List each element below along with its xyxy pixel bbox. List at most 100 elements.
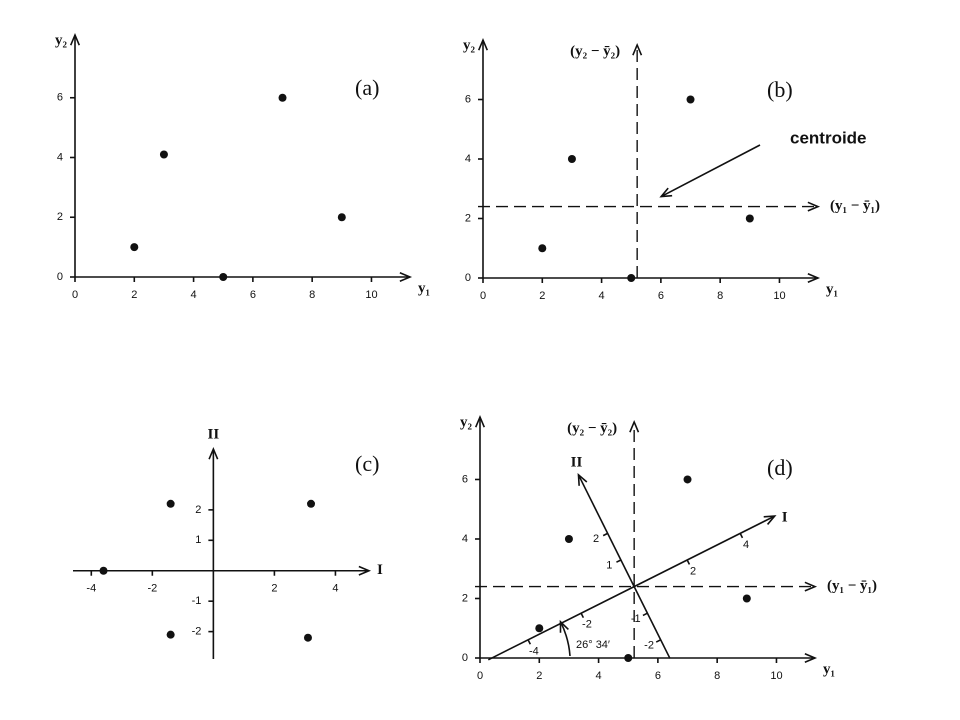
rotated-tick-label: 2	[690, 566, 696, 578]
centered-y-arrow	[632, 42, 643, 56]
rotated-axis	[577, 474, 671, 659]
rotated-axis-arrow	[577, 472, 588, 486]
x-tick-label: 0	[72, 289, 78, 301]
x-tick-label: 0	[477, 670, 483, 682]
panel-label: (c)	[355, 451, 379, 476]
y-axis-arrow	[474, 414, 486, 428]
rotated-tick	[527, 639, 532, 645]
point	[567, 155, 576, 163]
point	[278, 93, 287, 102]
x-tick-label: 2	[536, 670, 542, 682]
rotated-tick	[616, 559, 622, 563]
y-tick-label: 6	[57, 92, 63, 104]
angle-arc-arrow	[559, 619, 569, 633]
y-tick-label: 2	[462, 592, 468, 604]
rotated-tick	[602, 532, 608, 537]
x-tick-label: 4	[332, 583, 338, 595]
x-tick-label: 4	[596, 670, 602, 682]
point	[624, 654, 633, 662]
y-tick-label: 6	[465, 93, 471, 105]
x-axis-title: I	[377, 562, 383, 578]
centered-x-label: (y₁ − ȳ₁)	[827, 578, 877, 594]
x-tick-label: 2	[271, 583, 277, 595]
point	[303, 633, 312, 642]
x-axis-title: y₁	[418, 280, 430, 296]
centered-y-arrow	[629, 419, 640, 433]
centered-x-arrow	[807, 201, 821, 212]
centered-y-label: (y₂ − ȳ₂)	[567, 420, 617, 436]
rotated-axis-name: I	[782, 510, 788, 526]
x-tick-label: -2	[147, 583, 157, 595]
x-tick-label: 8	[309, 289, 315, 301]
x-tick-label: 8	[717, 290, 723, 302]
point	[159, 150, 168, 159]
angle-label: 26° 34′	[576, 639, 610, 651]
rotated-tick	[686, 559, 691, 565]
y-tick-label: 2	[195, 504, 201, 516]
x-tick-label: -4	[86, 583, 96, 595]
y-axis-arrow	[208, 446, 219, 460]
point	[535, 624, 544, 633]
x-tick-label: 2	[539, 290, 545, 302]
x-tick-label: 4	[599, 290, 605, 302]
y-tick-label: -2	[192, 626, 202, 638]
x-tick-label: 0	[480, 290, 486, 302]
point	[564, 534, 573, 543]
y-axis-title: II	[208, 426, 220, 442]
y-tick-label: -1	[192, 595, 202, 607]
x-tick-label: 6	[250, 289, 256, 301]
point	[686, 95, 695, 104]
y-tick-label: 4	[462, 533, 468, 545]
point	[99, 566, 108, 575]
x-tick-label: 6	[658, 290, 664, 302]
point	[742, 594, 751, 603]
x-axis-title: y₁	[826, 281, 838, 297]
x-axis-arrow	[358, 565, 372, 576]
rotated-tick	[642, 612, 648, 617]
annotation-arrow	[660, 144, 761, 198]
x-axis-arrow	[804, 652, 818, 664]
y-axis-title: y₂	[460, 414, 473, 430]
y-tick-label: 1	[195, 534, 201, 546]
y-tick-label: 2	[465, 212, 471, 224]
centered-x-label: (y₁ − ȳ₁)	[830, 198, 880, 214]
x-axis-arrow	[399, 271, 413, 283]
x-tick-label: 2	[131, 289, 137, 301]
rotated-tick	[655, 639, 662, 643]
centered-x-arrow	[804, 581, 818, 592]
x-tick-label: 4	[191, 289, 197, 301]
rotated-tick	[739, 533, 744, 539]
point	[166, 630, 175, 639]
y-tick-label: 0	[465, 272, 471, 284]
y-axis-arrow	[477, 37, 489, 51]
y-axis-arrow	[69, 32, 81, 46]
rotated-axis	[487, 515, 776, 661]
x-tick-label: 10	[773, 290, 785, 302]
rotated-tick-label: -4	[529, 645, 539, 657]
x-tick-label: 10	[770, 670, 782, 682]
y-tick-label: 4	[57, 151, 63, 163]
point	[337, 213, 346, 222]
panel-label: (a)	[355, 75, 379, 100]
x-axis-arrow	[807, 272, 821, 284]
annotation: centroide	[790, 128, 867, 147]
x-tick-label: 10	[365, 289, 377, 301]
point	[538, 244, 547, 253]
x-tick-label: 8	[714, 670, 720, 682]
rotated-tick-label: -2	[644, 640, 654, 652]
rotated-tick-label: 1	[606, 560, 612, 572]
point	[745, 214, 754, 223]
y-tick-label: 0	[57, 271, 63, 283]
y-tick-label: 6	[462, 473, 468, 485]
y-tick-label: 0	[462, 652, 468, 664]
rotated-tick-label: 2	[593, 533, 599, 545]
rotated-tick-label: -2	[582, 619, 592, 631]
y-axis-title: y₂	[55, 32, 68, 48]
rotated-axis-name: II	[571, 454, 583, 470]
y-axis-title: y₂	[463, 37, 476, 53]
centered-y-label: (y₂ − ȳ₂)	[570, 43, 620, 59]
point	[130, 243, 139, 252]
panel-label: (b)	[767, 77, 793, 102]
x-tick-label: 6	[655, 670, 661, 682]
